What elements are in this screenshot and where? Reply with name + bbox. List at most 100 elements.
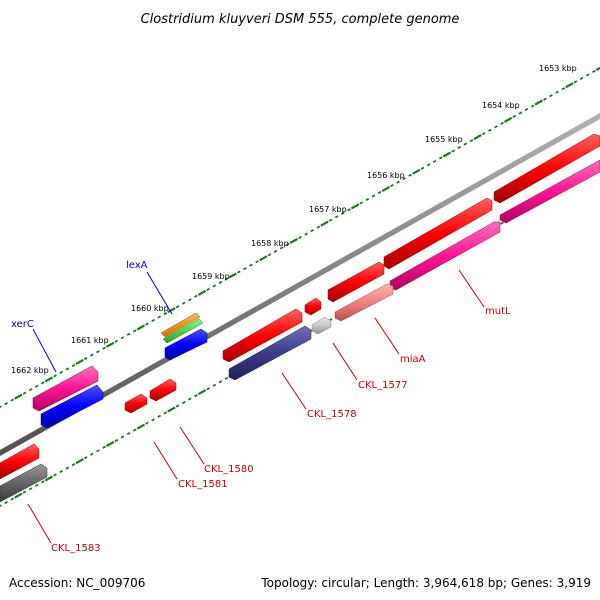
minor-tick-mark [243, 267, 247, 271]
minor-tick-mark [0, 405, 2, 409]
minor-tick-mark [408, 173, 413, 177]
genome-backbone [0, 113, 600, 456]
minor-tick-mark [28, 487, 33, 491]
minor-tick-mark [426, 163, 431, 167]
minor-tick-mark [181, 400, 186, 405]
minor-tick-mark [145, 322, 149, 326]
minor-tick-mark [218, 280, 223, 285]
minor-tick-mark [334, 215, 339, 219]
ckl-1581-callout-line [153, 441, 178, 480]
minor-tick-mark [83, 456, 88, 460]
gene-label-xerc[interactable]: xerC [11, 319, 34, 330]
minor-tick-mark [120, 435, 125, 439]
minor-tick-mark [163, 312, 168, 316]
minor-tick-mark [34, 384, 39, 388]
cds-ckl-1578-forward[interactable] [222, 308, 303, 363]
cds-ckl-1577-lightgray[interactable] [311, 316, 332, 335]
minor-tick-mark [328, 218, 333, 222]
minor-tick-mark [163, 411, 168, 415]
gene-label-ckl-1583[interactable]: CKL_1583 [51, 543, 101, 554]
minor-tick-mark [236, 270, 241, 274]
cds-ckl-1581-red[interactable] [124, 393, 148, 414]
tick-label: 1656 kbp [367, 171, 405, 180]
minor-tick-mark [41, 480, 45, 484]
cds-ckl-1580-red[interactable] [149, 378, 177, 402]
minor-tick-mark [0, 504, 2, 508]
minor-tick-mark [500, 121, 504, 125]
cds-left-edge-red[interactable] [0, 443, 40, 480]
minor-tick-mark [298, 235, 302, 240]
minor-tick-mark [22, 490, 27, 494]
tick-label: 1659 kbp [192, 272, 230, 281]
cds-mutl-forward-segment[interactable] [493, 133, 600, 204]
gene-label-miaa[interactable]: miaA [400, 354, 426, 365]
major-tick-mark [105, 440, 115, 447]
minor-tick-mark [432, 159, 437, 163]
minor-tick-mark [175, 404, 180, 408]
minor-tick-mark [53, 374, 57, 378]
cds-lexa-green[interactable] [162, 318, 204, 344]
gene-label-lexa[interactable]: lexA [126, 260, 148, 271]
ckl-1580-callout-line [179, 426, 205, 465]
tick-label: 1661 kbp [71, 336, 109, 345]
tick-label: 1658 kbp [251, 239, 289, 248]
minor-tick-mark [71, 363, 76, 368]
cds-xerc-blue[interactable] [40, 384, 104, 429]
cds-ckl-1583-gray[interactable] [0, 463, 48, 503]
minor-tick-mark [151, 318, 155, 323]
minor-tick-mark [273, 249, 278, 253]
cds-ckl-1578-navy[interactable] [228, 325, 312, 381]
minor-tick-mark [341, 211, 345, 215]
minor-tick-mark [151, 418, 155, 422]
minor-tick-mark [59, 370, 64, 374]
cds-xerc-magenta[interactable] [32, 365, 99, 412]
minor-tick-mark [500, 221, 504, 225]
label-callout-lines [27, 269, 485, 544]
topology-text: Topology: circular; Length: 3,964,618 bp… [261, 576, 591, 590]
minor-tick-mark [267, 253, 272, 257]
ckl-1578-callout-line [281, 372, 307, 410]
minor-tick-mark [206, 287, 211, 291]
major-tick-mark [228, 272, 237, 279]
cds-miaa-salmon[interactable] [334, 283, 394, 322]
minor-tick-mark [10, 497, 15, 501]
forward-strand-features [0, 133, 600, 480]
gene-label-ckl-1580[interactable]: CKL_1580 [204, 464, 254, 475]
minor-tick-mark [561, 87, 566, 91]
minor-tick-mark [463, 142, 468, 146]
cds-red-2[interactable] [327, 261, 385, 303]
major-tick-mark [44, 475, 54, 482]
mutl-callout-line [458, 269, 485, 308]
minor-tick-mark [304, 232, 308, 236]
gene-label-ckl-1577[interactable]: CKL_1577 [358, 380, 408, 391]
minor-tick-mark [310, 229, 315, 233]
cds-red-small[interactable] [304, 297, 322, 316]
minor-tick-mark [181, 301, 186, 305]
gene-label-ckl-1581[interactable]: CKL_1581 [178, 479, 228, 490]
minor-tick-mark [212, 284, 217, 288]
minor-tick-mark [89, 452, 94, 456]
cds-magenta-far-right[interactable] [499, 159, 600, 224]
minor-tick-mark [530, 104, 535, 108]
minor-tick-mark [4, 402, 8, 406]
cds-lexa-orange[interactable] [160, 312, 201, 338]
minor-tick-mark [555, 90, 559, 94]
major-tick-mark [289, 237, 299, 244]
major-tick-mark [14, 492, 23, 499]
major-tick-mark [565, 82, 574, 89]
cds-lexa-blue[interactable] [164, 328, 208, 361]
gene-label-ckl-1578[interactable]: CKL_1578 [307, 409, 357, 420]
ckl-1583-callout-line [27, 503, 52, 544]
minor-tick-mark [365, 197, 370, 201]
major-tick-mark [534, 99, 543, 106]
minor-tick-mark [59, 469, 64, 474]
major-tick-mark [167, 307, 176, 314]
minor-tick-mark [65, 367, 70, 371]
minor-tick-mark [89, 353, 94, 357]
minor-tick-mark [347, 208, 351, 212]
minor-tick-mark [28, 388, 33, 392]
minor-tick-mark [579, 76, 584, 80]
minor-tick-mark [218, 380, 223, 384]
minor-tick-mark [120, 336, 125, 340]
gene-label-mutl[interactable]: mutL [485, 306, 511, 317]
